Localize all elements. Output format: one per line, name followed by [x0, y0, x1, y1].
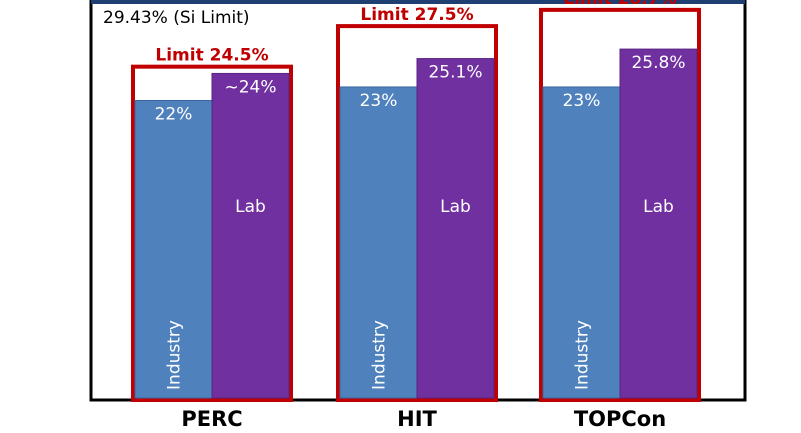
value-label-lab-hit: 25.1%: [428, 63, 482, 83]
bar-lab-topcon: [619, 48, 698, 399]
si-limit-annotation: 29.43% (Si Limit): [103, 8, 250, 28]
value-label-industry-topcon: 23%: [563, 91, 601, 111]
limit-label-hit: Limit 27.5%: [360, 5, 473, 25]
value-label-lab-perc: ~24%: [224, 77, 276, 97]
bar-industry-perc: [134, 99, 213, 399]
limit-box-hit: [336, 24, 498, 402]
value-label-industry-hit: 23%: [360, 91, 398, 111]
limit-box-topcon: [539, 7, 701, 402]
series-label-lab-hit: Lab: [440, 197, 471, 217]
category-label-hit: HIT: [397, 407, 437, 431]
category-label-topcon: TOPCon: [574, 407, 666, 431]
bar-industry-topcon: [542, 86, 621, 399]
series-label-industry-topcon: Industry: [573, 320, 593, 390]
bar-industry-hit: [339, 86, 418, 399]
top-border: [91, 0, 745, 4]
category-label-perc: PERC: [181, 407, 242, 431]
bar-lab-hit: [416, 58, 495, 399]
value-label-lab-topcon: 25.8%: [631, 53, 685, 73]
value-label-industry-perc: 22%: [155, 104, 193, 124]
series-label-industry-perc: Industry: [165, 320, 185, 390]
series-label-industry-hit: Industry: [370, 320, 390, 390]
limit-label-topcon: Limit 28.7%: [563, 0, 676, 9]
bar-lab-perc: [211, 72, 290, 399]
limit-box-perc: [131, 64, 293, 403]
series-label-lab-perc: Lab: [235, 197, 266, 217]
limit-label-perc: Limit 24.5%: [155, 46, 268, 66]
series-label-lab-topcon: Lab: [643, 197, 674, 217]
